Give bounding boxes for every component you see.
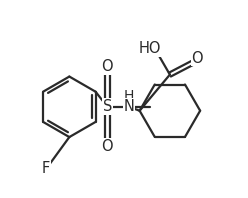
Text: N: N bbox=[124, 99, 134, 114]
Text: S: S bbox=[103, 99, 112, 114]
Text: HO: HO bbox=[139, 41, 162, 56]
Text: H: H bbox=[124, 89, 134, 103]
Text: O: O bbox=[102, 59, 113, 74]
Text: O: O bbox=[191, 50, 203, 66]
Text: F: F bbox=[42, 161, 50, 176]
Text: O: O bbox=[102, 139, 113, 154]
